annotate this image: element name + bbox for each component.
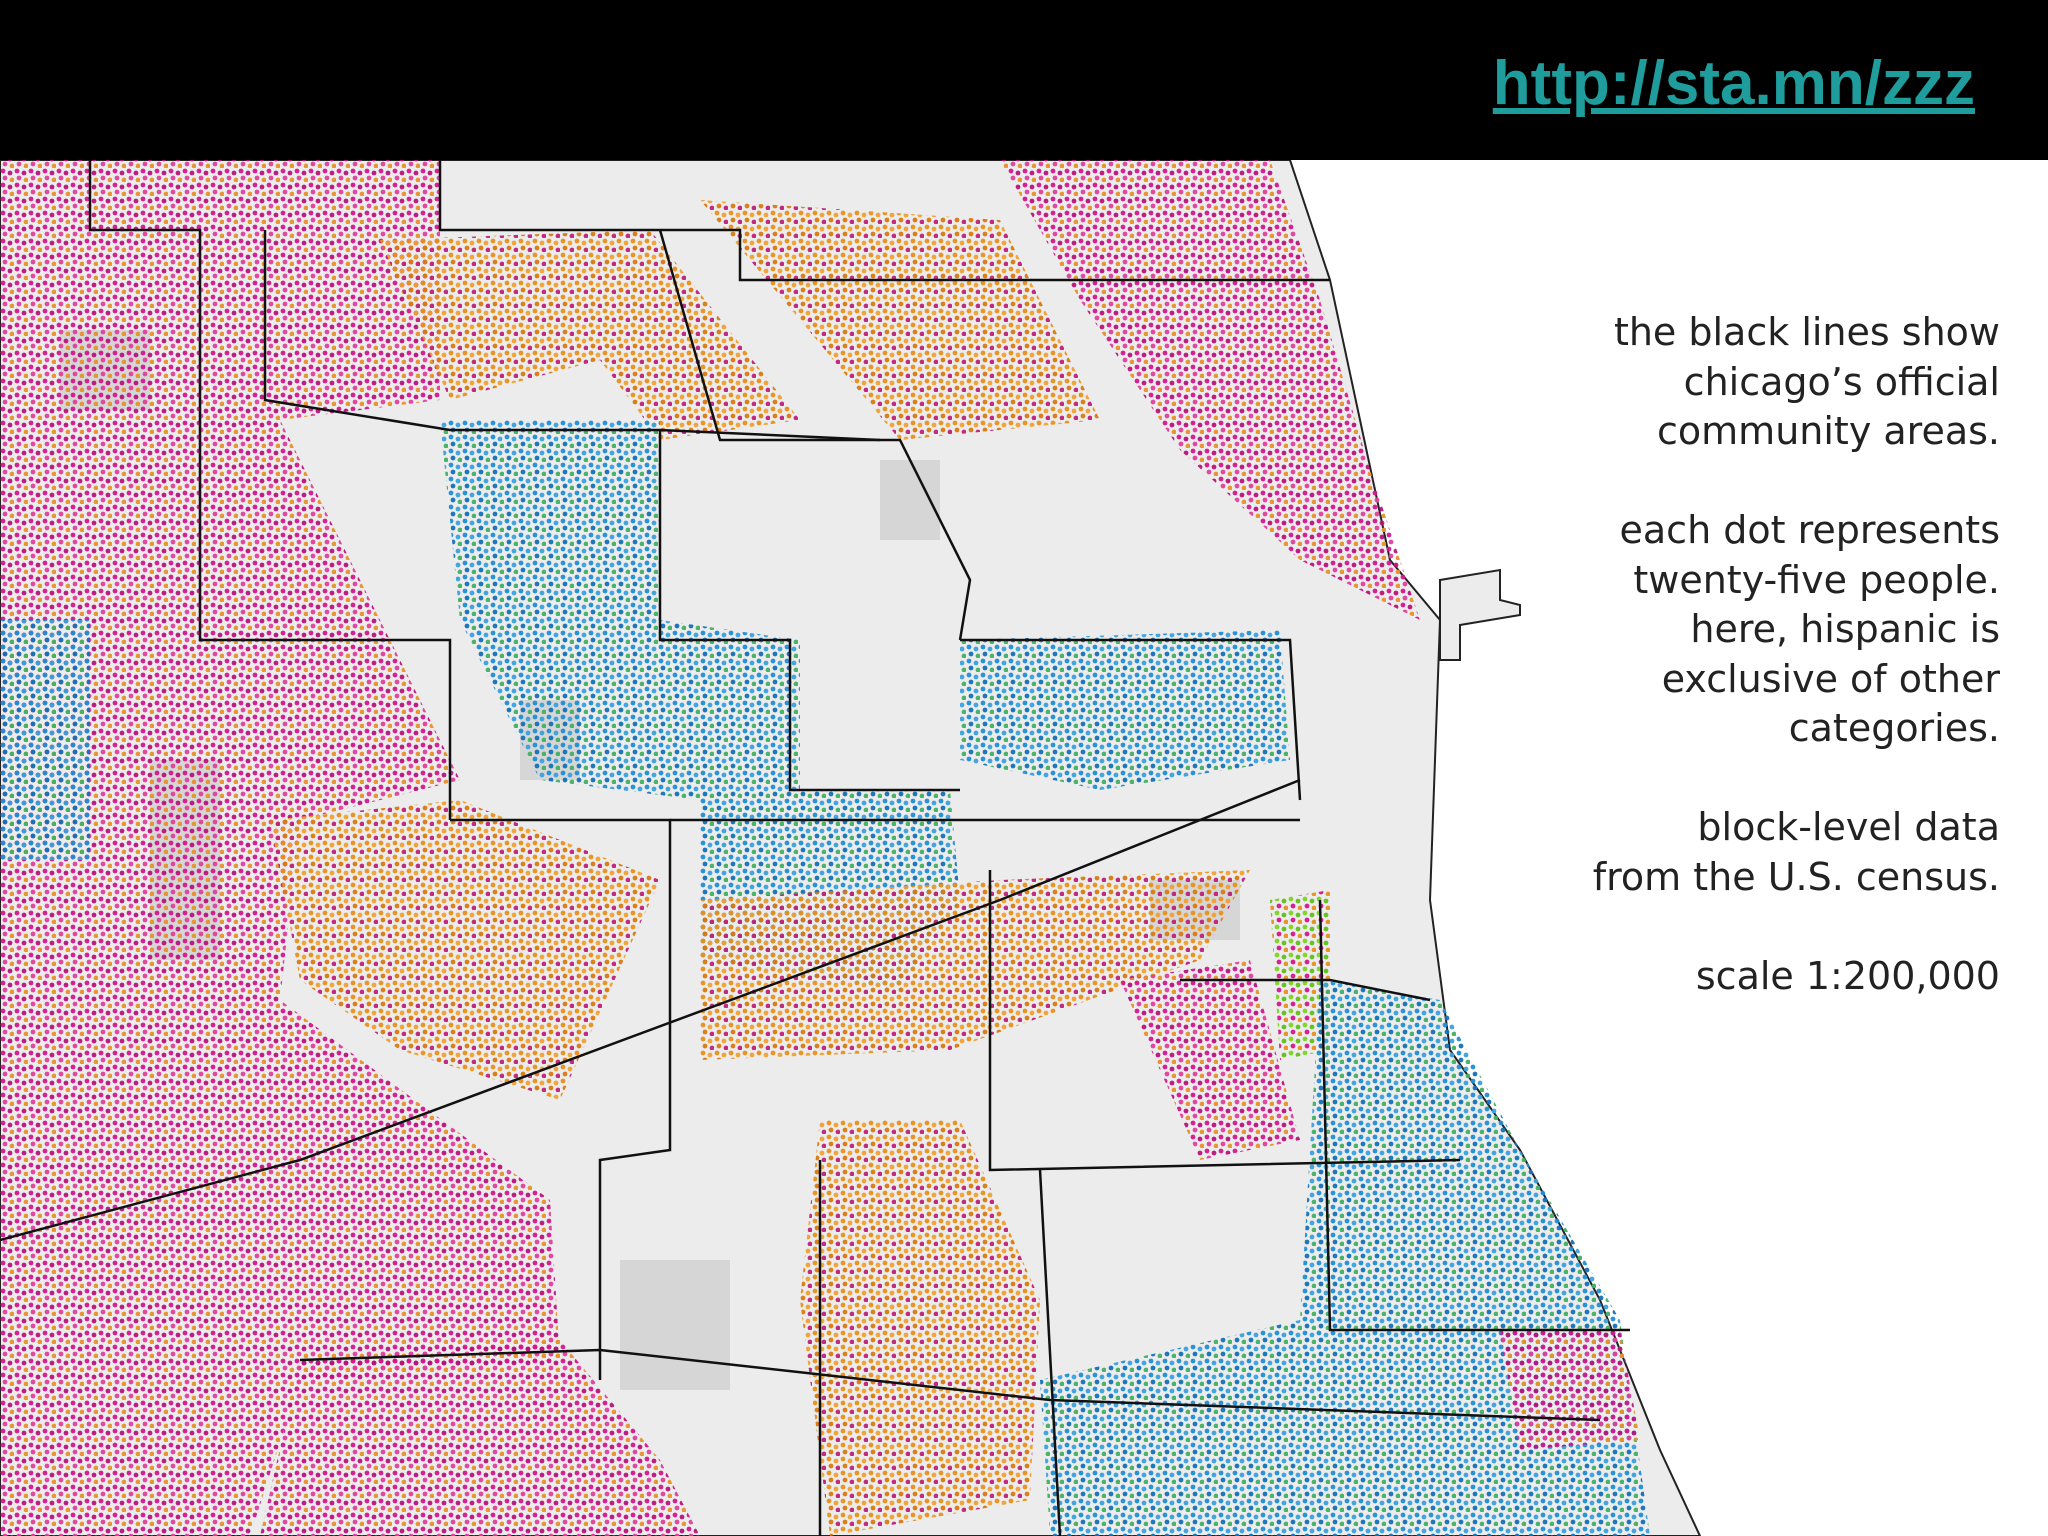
dot-region [260,1340,700,1536]
dot-region [380,230,800,440]
pier [1439,568,1521,661]
dot-region [700,200,1100,440]
community-boundary [0,778,1301,1242]
community-boundary [988,870,1461,1172]
community-boundary [1038,1169,1062,1536]
dot-region [0,620,90,860]
note-paragraph: the black lines show chicago’s official co… [1593,308,2000,457]
dot-region [960,630,1290,790]
community-boundary [1180,978,1431,1002]
note-paragraph: scale 1:200,000 [1593,952,2000,1002]
note-line: twenty-five people. [1633,557,2000,602]
community-boundary [263,230,881,442]
note-line: each dot represents [1619,508,2000,552]
community-boundary [658,430,960,792]
notes: the black lines show chicago’s official co… [1593,308,2000,1051]
dot-region [1040,980,1650,1536]
map [0,160,2048,1536]
park [620,1260,730,1390]
community-boundary [438,160,1330,282]
note-line: chicago’s official [1683,359,2000,404]
note-line: the black lines show [1613,310,2000,354]
community-boundary [658,229,972,641]
dot-region [1120,960,1300,1160]
note-line: categories. [1788,706,2000,750]
community-boundary [450,818,672,1380]
note-line: from the U.S. census. [1592,854,2000,899]
dot-region [1500,1330,1640,1450]
link[interactable]: http://sta.mn/zzz [1492,49,1975,118]
dot-region [1000,160,1420,620]
header-bar: http://sta.mn/zzz [0,0,2048,160]
dot-region [700,870,1250,1060]
note-paragraph: block-level data from the U.S. census. [1593,803,2000,902]
community-boundary [88,160,452,820]
community-boundary [299,1348,1601,1422]
community-boundary [960,638,1302,801]
note-paragraph: each dot represents twenty-five people. he… [1593,506,2000,754]
dot-region [1270,890,1330,1060]
dot-region [440,420,960,990]
note-line: here, hispanic is [1690,607,2000,651]
note-line: community areas. [1657,409,2000,453]
dot-region [800,1120,1040,1536]
community-boundary [1318,899,1630,1332]
note-line: exclusive of other [1661,656,2000,701]
note-line: scale 1:200,000 [1695,953,2000,998]
note-line: block-level data [1697,805,2000,849]
dot-region [270,800,660,1100]
